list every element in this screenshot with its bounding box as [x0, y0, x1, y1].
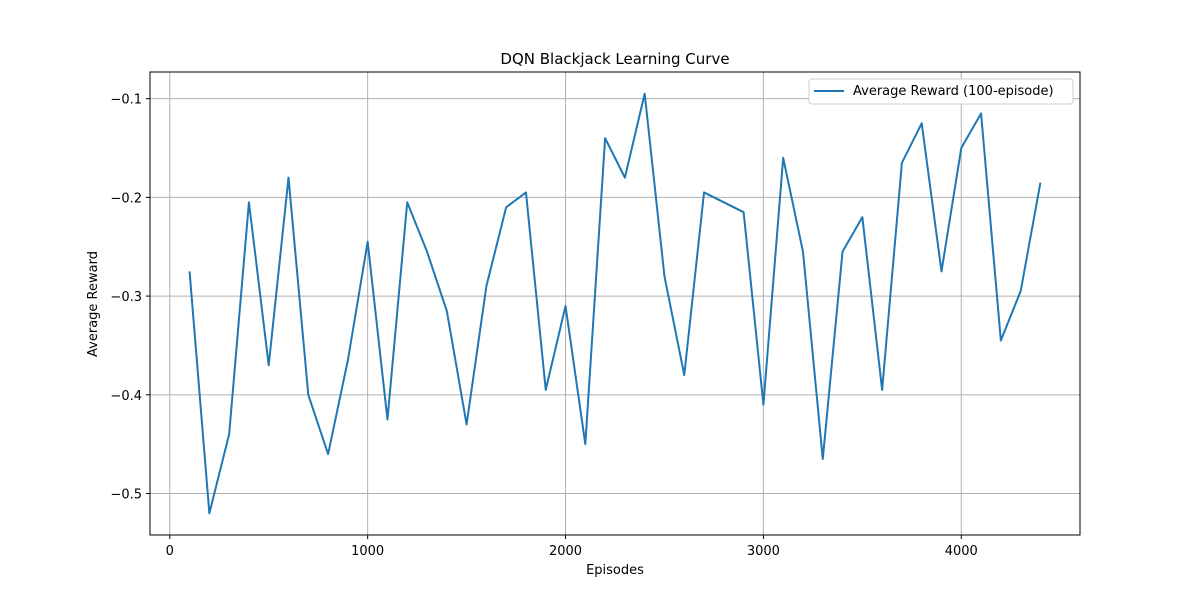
y-tick-label: −0.4: [110, 389, 142, 404]
data-point: [642, 91, 648, 97]
data-point: [879, 387, 885, 393]
data-point: [602, 135, 608, 141]
data-point: [246, 199, 252, 205]
data-point: [998, 338, 1004, 344]
plot-area-frame: [149, 71, 1081, 536]
x-axis-ticks: 0 1000 2000 3000 4000: [166, 535, 978, 559]
y-tick-label: −0.3: [110, 290, 142, 305]
data-point: [286, 175, 292, 181]
data-point: [464, 421, 470, 427]
y-tick-label: −0.2: [110, 191, 142, 206]
data-point: [622, 175, 628, 181]
data-point: [840, 249, 846, 255]
series-layer: [187, 91, 1043, 516]
legend: Average Reward (100-episode): [808, 78, 1074, 105]
data-point: [919, 120, 925, 126]
data-point: [226, 431, 232, 437]
data-point: [800, 249, 806, 255]
data-point: [404, 199, 410, 205]
data-point: [820, 456, 826, 462]
y-tick-label: −0.5: [110, 488, 142, 503]
data-point: [503, 204, 509, 210]
data-point: [721, 199, 727, 205]
data-point: [266, 362, 272, 368]
data-point: [384, 416, 390, 422]
data-point: [365, 239, 371, 245]
data-point: [760, 402, 766, 408]
data-point: [1037, 180, 1043, 186]
data-point: [325, 451, 331, 457]
data-point: [741, 209, 747, 215]
data-point: [187, 268, 193, 274]
data-point: [978, 110, 984, 116]
y-tick-label: −0.1: [110, 93, 142, 108]
data-point: [681, 372, 687, 378]
x-tick-label: 1000: [351, 544, 384, 559]
data-point: [938, 268, 944, 274]
data-point: [661, 273, 667, 279]
data-point: [1018, 288, 1024, 294]
data-point: [444, 308, 450, 314]
data-point: [305, 392, 311, 398]
x-tick-label: 0: [166, 544, 174, 559]
x-tick-label: 2000: [549, 544, 582, 559]
data-point: [345, 357, 351, 363]
y-axis-ticks: −0.5 −0.4 −0.3 −0.2 −0.1: [110, 93, 150, 503]
legend-box: [808, 78, 1074, 105]
data-point: [424, 249, 430, 255]
chart-title: DQN Blackjack Learning Curve: [500, 50, 729, 68]
series-line: [188, 92, 1042, 515]
data-point: [958, 145, 964, 151]
x-tick-label: 4000: [945, 544, 978, 559]
data-point: [859, 214, 865, 220]
x-tick-label: 3000: [747, 544, 780, 559]
data-point: [582, 441, 588, 447]
data-point: [543, 387, 549, 393]
y-axis-label: Average Reward: [86, 251, 101, 357]
data-point: [780, 155, 786, 161]
data-point: [563, 303, 569, 309]
legend-label: Average Reward (100-episode): [853, 84, 1054, 99]
data-point: [899, 160, 905, 166]
data-point: [701, 189, 707, 195]
x-axis-label: Episodes: [586, 563, 644, 578]
grid: [150, 72, 1080, 535]
data-point: [483, 283, 489, 289]
data-point: [206, 510, 212, 516]
data-point: [523, 189, 529, 195]
